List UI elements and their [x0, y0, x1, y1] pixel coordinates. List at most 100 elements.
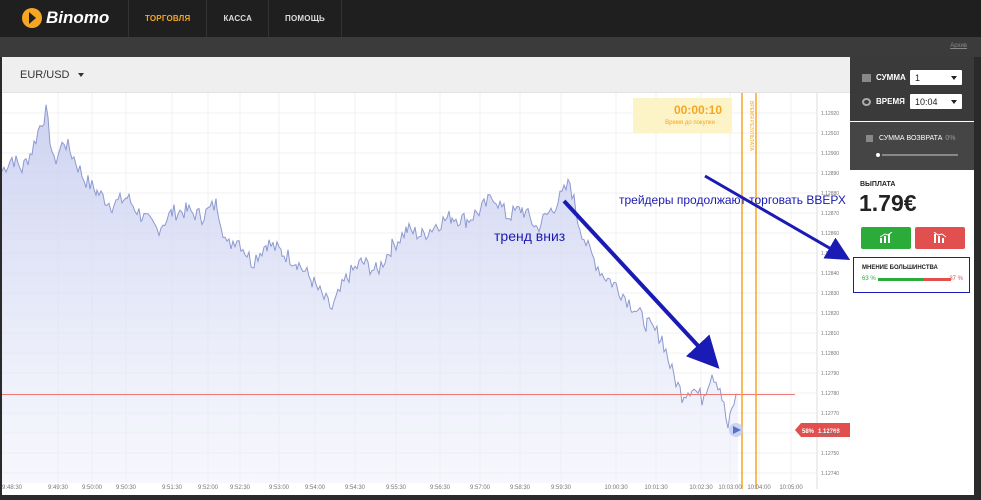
chart-down-icon — [933, 232, 947, 243]
x-tick-label: 9:54:00 — [305, 485, 326, 491]
payout-value: 1.79€ — [859, 190, 917, 216]
y-tick-label: 1.12790 — [821, 371, 839, 377]
payout-label: ВЫПЛАТА — [860, 181, 896, 188]
x-tick-label: 10:01:30 — [644, 485, 668, 491]
y-tick-label: 1.12820 — [821, 311, 839, 317]
asset-bar: EUR/USD — [2, 57, 850, 93]
x-tick-label: 9:54:30 — [345, 485, 366, 491]
x-tick-label: 10:04:00 — [747, 485, 771, 491]
majority-down-bar — [924, 278, 951, 281]
buy-up-button[interactable] — [861, 227, 911, 249]
majority-up-bar — [878, 278, 924, 281]
x-tick-label: 9:57:00 — [470, 485, 491, 491]
amount-select[interactable]: 1 — [910, 70, 962, 85]
timer-value: 00:00:10 — [674, 103, 722, 117]
x-tick-label: 9:48:30 — [2, 485, 23, 491]
wallet-icon — [862, 73, 871, 82]
trade-settings: СУММА 1 ВРЕМЯ 10:04 — [850, 57, 974, 121]
x-tick-label: 9:49:30 — [48, 485, 69, 491]
x-tick-label: 9:53:00 — [269, 485, 290, 491]
x-tick-label: 10:05:00 — [779, 485, 803, 491]
refund-label: СУММА ВОЗВРАТА — [879, 135, 943, 142]
logo[interactable]: Binomo — [22, 8, 109, 28]
trend-annotation: тренд вниз — [494, 228, 565, 244]
archive-link[interactable]: Архив — [950, 43, 967, 49]
majority-title: МНЕНИЕ БОЛЬШИНСТВА — [862, 265, 938, 271]
bottom-edge — [0, 495, 981, 500]
play-icon — [733, 426, 741, 434]
timer-box — [633, 98, 732, 133]
refund-slider-handle[interactable] — [874, 151, 882, 159]
y-tick-label: 1.12910 — [821, 131, 839, 137]
y-tick-label: 1.12780 — [821, 391, 839, 397]
y-tick-label: 1.12770 — [821, 411, 839, 417]
y-tick-label: 1.12810 — [821, 331, 839, 337]
x-tick-label: 10:03:00 — [718, 485, 742, 491]
brand-name: Binomo — [46, 8, 110, 27]
amount-label: СУММА — [876, 73, 906, 82]
buy-down-button[interactable] — [915, 227, 965, 249]
x-tick-label: 9:50:30 — [116, 485, 137, 491]
majority-up-percent: 63 % — [862, 276, 876, 282]
x-axis: 9:48:30 9:49:30 9:50:00 9:50:30 9:51:30 9:52:… — [2, 485, 803, 491]
time-label: ВРЕМЯ — [876, 97, 905, 106]
majority-opinion: МНЕНИЕ БОЛЬШИНСТВА 63 % 37 % — [853, 257, 970, 293]
chart-panel: EUR/USD ВРЕМЯ РЕЗУЛЬТАТА 00:00:10 — [2, 57, 850, 495]
y-tick-label: 1.12800 — [821, 351, 839, 357]
amount-row: СУММА 1 — [862, 70, 962, 85]
price-chart[interactable]: ВРЕМЯ РЕЗУЛЬТАТА 00:00:10 Время до покуп… — [2, 93, 850, 495]
x-tick-label: 10:00:30 — [604, 485, 628, 491]
asset-selector[interactable]: EUR/USD — [20, 69, 84, 81]
chart-up-icon — [879, 232, 893, 243]
refund-percent: 0% — [945, 135, 956, 142]
asset-pair: EUR/USD — [20, 69, 70, 81]
y-tick-label: 1.12860 — [821, 231, 839, 237]
y-tick-label: 1.12830 — [821, 291, 839, 297]
price-tag-value: 1.12768 — [818, 429, 840, 435]
main-nav: ТОРГОВЛЯ КАССА ПОМОЩЬ — [128, 0, 343, 37]
price-area — [2, 104, 738, 483]
chevron-down-icon — [77, 73, 84, 78]
y-tick-label: 1.12840 — [821, 271, 839, 277]
x-tick-label: 9:56:30 — [430, 485, 451, 491]
price-tag-percent: 58% — [802, 429, 815, 435]
y-tick-label: 1.12870 — [821, 211, 839, 217]
clock-icon — [862, 97, 871, 106]
time-select[interactable]: 10:04 — [910, 94, 962, 109]
nav-help[interactable]: ПОМОЩЬ — [268, 0, 343, 37]
price-tag — [795, 423, 850, 437]
majority-down-percent: 37 % — [949, 276, 963, 282]
trend-arrow — [562, 199, 720, 369]
y-tick-label: 1.12750 — [821, 451, 839, 457]
y-tick-label: 1.12760 — [821, 431, 839, 437]
y-axis: 1.12920 1.12910 1.12900 1.12890 1.12880 1.128… — [821, 111, 839, 477]
logo-icon — [22, 8, 42, 28]
timer-label: Время до покупки — [665, 120, 715, 126]
y-tick-label: 1.12880 — [821, 191, 839, 197]
amount-value: 1 — [915, 72, 921, 83]
time-value: 10:04 — [915, 96, 938, 107]
x-tick-label: 9:51:30 — [162, 485, 183, 491]
price-line — [2, 104, 739, 429]
nav-trading[interactable]: ТОРГОВЛЯ — [128, 0, 206, 37]
x-tick-label: 9:55:30 — [386, 485, 407, 491]
x-tick-label: 9:59:30 — [551, 485, 572, 491]
traders-annotation: трейдеры продолжают торговать ВВЕРХ — [619, 193, 846, 207]
y-tick-label: 1.12920 — [821, 111, 839, 117]
x-tick-label: 9:52:30 — [230, 485, 251, 491]
sub-bar: Архив — [0, 37, 981, 57]
nav-cashier[interactable]: КАССА — [206, 0, 268, 37]
time-label-wrap: ВРЕМЯ — [862, 97, 910, 106]
result-time-label: ВРЕМЯ РЕЗУЛЬТАТА — [748, 101, 754, 151]
y-tick-label: 1.12740 — [821, 471, 839, 477]
x-tick-label: 9:52:00 — [198, 485, 219, 491]
amount-label-wrap: СУММА — [862, 73, 910, 82]
refund-icon — [866, 135, 873, 142]
top-bar: Binomo ТОРГОВЛЯ КАССА ПОМОЩЬ — [0, 0, 981, 37]
refund-box: СУММА ВОЗВРАТА 0% — [850, 122, 974, 170]
x-tick-label: 10:02:30 — [689, 485, 713, 491]
time-row: ВРЕМЯ 10:04 — [862, 94, 962, 109]
right-edge — [974, 57, 981, 500]
refund-slider[interactable] — [878, 154, 958, 156]
